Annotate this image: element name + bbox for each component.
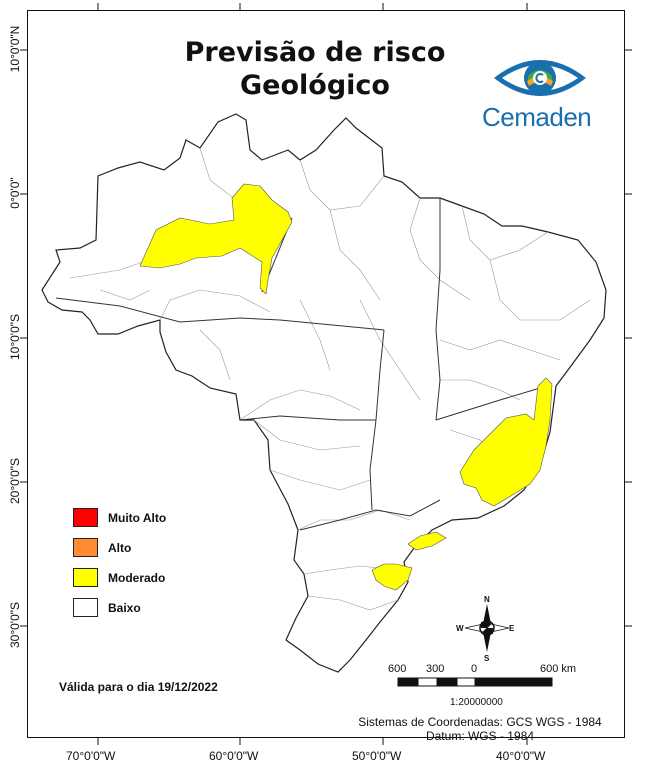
legend-label: Muito Alto: [108, 510, 167, 525]
scale-bar: [397, 677, 553, 687]
compass-n: N: [484, 595, 490, 604]
legend-swatch: [73, 508, 98, 527]
graticule-ticks: [20, 3, 632, 745]
validity-date: Válida para o dia 19/12/2022: [59, 680, 218, 694]
lat-label-10s: 10°0'0"S: [8, 313, 22, 361]
coordinate-system: Sistemas de Coordenadas: GCS WGS - 1984 …: [330, 715, 630, 743]
compass-e: E: [509, 624, 515, 633]
legend-swatch: [73, 538, 98, 557]
legend-label: Baixo: [108, 600, 141, 615]
scale-label-600km: 600 km: [540, 663, 577, 675]
scale-label-0: 0: [471, 663, 478, 675]
lat-label-10n: 10°0'0"N: [8, 25, 22, 73]
lon-label-60w: 60°0'0"W: [209, 749, 259, 763]
legend-swatch: [73, 568, 98, 587]
legend-item-muito-alto: Muito Alto: [73, 507, 166, 528]
compass-w: W: [456, 624, 464, 633]
lon-label-50w: 50°0'0"W: [352, 749, 402, 763]
title-line-2: Geológico: [240, 70, 390, 101]
state-borders: [55, 198, 541, 531]
legend: Muito Alto Alto Moderado Baixo: [73, 507, 166, 627]
legend-item-baixo: Baixo: [73, 597, 166, 618]
crs-line-2: Datum: WGS - 1984: [425, 729, 535, 743]
legend-label: Moderado: [108, 570, 166, 585]
moderado-regions: [139, 183, 553, 591]
lon-label-40w: 40°0'0"W: [496, 749, 546, 763]
legend-item-moderado: Moderado: [73, 567, 166, 588]
scale-label-300: 300: [426, 663, 445, 675]
scale-ratio: 1:20000000: [450, 697, 503, 708]
map-title: Previsão de risco Geológico: [150, 36, 480, 102]
compass-rose-icon: [464, 604, 510, 652]
legend-label: Alto: [108, 540, 132, 555]
compass-s: S: [484, 654, 490, 663]
legend-swatch: [73, 598, 98, 617]
lat-label-20s: 20°0'0"S: [8, 457, 22, 505]
scale-label-600: 600: [388, 663, 407, 675]
lon-label-70w: 70°0'0"W: [66, 749, 116, 763]
title-line-1: Previsão de risco: [184, 37, 446, 68]
logo-name: Cemaden: [482, 102, 592, 132]
legend-item-alto: Alto: [73, 537, 166, 558]
crs-line-1: Sistemas de Coordenadas: GCS WGS - 1984: [358, 715, 602, 729]
municipal-borders: [69, 147, 591, 611]
lat-label-0: 0°0'0": [8, 177, 22, 209]
lat-label-30s: 30°0'0"S: [8, 601, 22, 649]
cemaden-eye-logo-icon: [494, 60, 586, 96]
